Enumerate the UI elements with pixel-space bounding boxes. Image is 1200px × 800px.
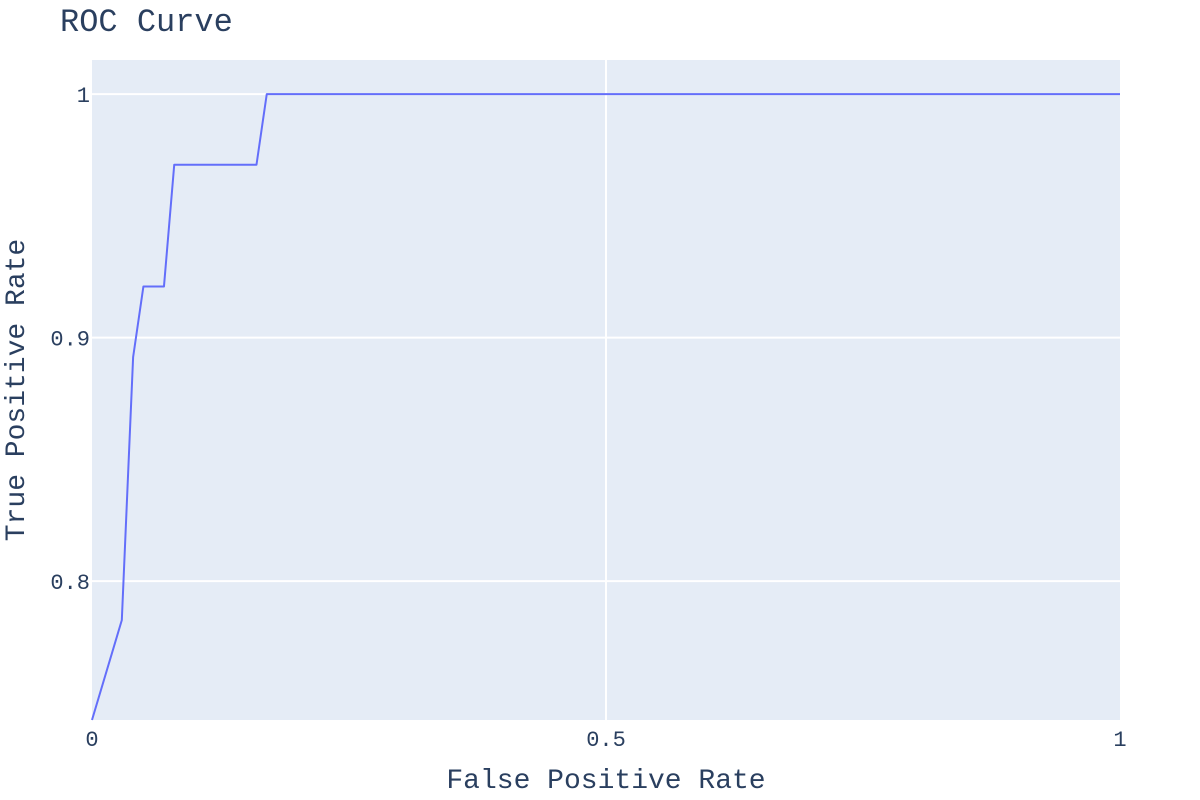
- x-tick-label: 0.5: [586, 728, 626, 753]
- x-tick-label: 0: [85, 728, 98, 753]
- y-tick-label: 0.8: [50, 571, 90, 596]
- x-axis-title: False Positive Rate: [446, 766, 765, 797]
- x-tick-label: 1: [1113, 728, 1126, 753]
- y-axis-title: True Positive Rate: [2, 239, 33, 541]
- chart-title: ROC Curve: [60, 4, 233, 41]
- x-axis-ticks: 0 0.5 1: [85, 728, 1126, 753]
- y-tick-label: 1: [77, 84, 90, 109]
- y-tick-label: 0.9: [50, 328, 90, 353]
- y-axis-ticks: 0.8 0.9 1: [50, 84, 90, 596]
- roc-curve-line: [91, 93, 1120, 721]
- series-layer: [91, 93, 1120, 721]
